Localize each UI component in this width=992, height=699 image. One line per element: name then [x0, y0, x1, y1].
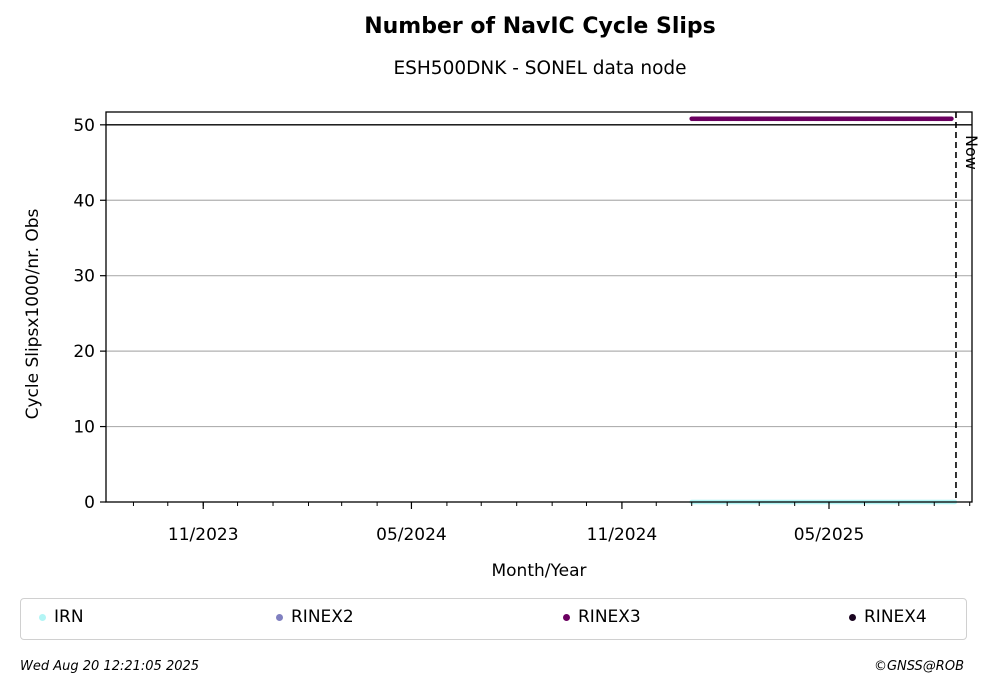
y-tick-label: 10: [73, 418, 95, 438]
x-axis-label: Month/Year: [491, 561, 586, 581]
legend-label: IRN: [54, 607, 84, 627]
x-tick-label: 05/2024: [376, 525, 447, 545]
credit: ©GNSS@ROB: [873, 659, 964, 674]
legend-item-rinex2: RINEX2: [276, 607, 354, 627]
x-tick-label: 05/2025: [794, 525, 865, 545]
legend-item-rinex4: RINEX4: [849, 607, 927, 627]
y-tick-label: 50: [73, 116, 95, 136]
legend-marker: [849, 613, 856, 621]
legend: IRN RINEX2 RINEX3 RINEX4: [20, 598, 967, 640]
legend-marker: [563, 613, 570, 621]
data-point-rinex3: [949, 116, 954, 122]
data-series: [689, 116, 958, 505]
plot-frame: [105, 111, 973, 503]
x-tick-label: 11/2024: [587, 525, 658, 545]
y-tick-label: 0: [84, 493, 95, 513]
legend-label: RINEX3: [578, 607, 641, 627]
timestamp: Wed Aug 20 12:21:05 2025: [20, 659, 200, 674]
chart-subtitle: ESH500DNK - SONEL data node: [393, 58, 687, 79]
reference-lines: Now: [106, 112, 981, 502]
grid-lines: [106, 199, 972, 428]
x-tick-label: 11/2023: [168, 525, 239, 545]
legend-label: RINEX2: [291, 607, 354, 627]
legend-label: RINEX4: [864, 607, 927, 627]
y-axis: 0 10 20 30 40 50: [73, 116, 106, 513]
legend-item-rinex3: RINEX3: [563, 607, 641, 627]
y-axis-label: Cycle Slipsx1000/nr. Obs: [23, 208, 43, 419]
legend-item-irn: IRN: [39, 607, 84, 627]
y-tick-label: 40: [73, 191, 95, 211]
plot-area: Now 0 10 20 30 40 50 11/2023 05/2024 11/2024 05/…: [23, 111, 981, 581]
x-axis: 11/2023 05/2024 11/2024 05/2025: [132, 502, 971, 545]
y-tick-label: 30: [73, 267, 95, 287]
y-tick-label: 20: [73, 342, 95, 362]
chart-title: Number of NavIC Cycle Slips: [364, 14, 716, 39]
legend-marker: [39, 613, 46, 621]
legend-marker: [276, 613, 283, 621]
